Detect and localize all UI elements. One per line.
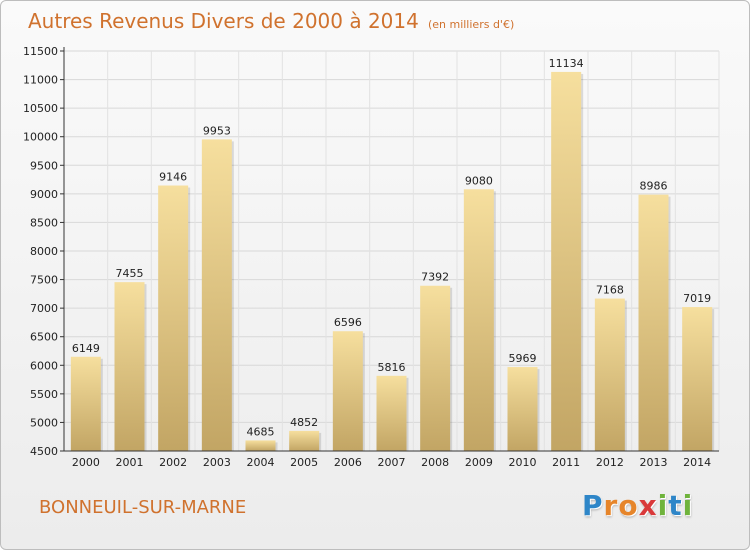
y-tick-label: 10000 <box>23 131 58 144</box>
y-tick-label: 5000 <box>30 416 58 429</box>
bar-2008 <box>420 285 451 451</box>
bar-2009 <box>463 189 494 452</box>
value-label: 9080 <box>465 174 493 187</box>
value-label: 4852 <box>290 416 318 429</box>
y-tick-label: 6000 <box>30 359 58 372</box>
bar-2011 <box>551 71 582 452</box>
bars <box>70 71 715 452</box>
y-tick-label: 11500 <box>23 45 58 58</box>
value-label: 6596 <box>334 316 362 329</box>
x-tick-label: 2006 <box>334 456 362 469</box>
bar-2006 <box>332 331 363 451</box>
x-tick-label: 2001 <box>116 456 144 469</box>
y-tick-label: 9500 <box>30 159 58 172</box>
y-tick-label: 9000 <box>30 188 58 201</box>
bar-2005 <box>289 430 320 451</box>
logo-letter: x <box>638 489 658 522</box>
x-tick-label: 2002 <box>159 456 187 469</box>
bar-2010 <box>507 367 538 451</box>
value-label: 5816 <box>378 361 406 374</box>
x-tick-label: 2003 <box>203 456 231 469</box>
x-tick-label: 2004 <box>247 456 275 469</box>
title-block: Autres Revenus Divers de 2000 à 2014 (en… <box>28 9 514 33</box>
logo-letter: o <box>618 489 639 522</box>
axes <box>60 47 719 452</box>
bar-2014 <box>682 307 713 451</box>
chart-subtitle: (en milliers d'€) <box>427 18 515 31</box>
x-tick-label: 2011 <box>552 456 580 469</box>
x-tick-label: 2013 <box>640 456 668 469</box>
x-tick-label: 2000 <box>72 456 100 469</box>
labels: 4500 5000 5500 6000 6500 7000 7500 8000 8500 9000… <box>23 45 711 469</box>
x-tick-label: 2005 <box>290 456 318 469</box>
bar-2012 <box>594 298 625 451</box>
bar-2002 <box>158 185 189 451</box>
value-label: 7455 <box>116 267 144 280</box>
y-tick-label: 7500 <box>30 274 58 287</box>
bar-2007 <box>376 375 407 451</box>
x-tick-label: 2009 <box>465 456 493 469</box>
chart-title: Autres Revenus Divers de 2000 à 2014 <box>28 9 419 33</box>
value-label: 4685 <box>247 425 275 438</box>
logo-letter: i <box>682 489 694 522</box>
y-tick-label: 6500 <box>30 331 58 344</box>
y-tick-label: 8500 <box>30 216 58 229</box>
y-tick-label: 7000 <box>30 302 58 315</box>
bar-2004 <box>245 440 276 451</box>
logo-letter: t <box>668 489 683 522</box>
value-label: 7019 <box>683 292 711 305</box>
logo-letter: P <box>582 489 604 522</box>
y-tick-label: 5500 <box>30 388 58 401</box>
y-tick-label: 10500 <box>23 102 58 115</box>
logo-letter: r <box>603 489 619 522</box>
value-label: 7168 <box>596 284 624 297</box>
y-tick-label: 4500 <box>30 445 58 458</box>
proxiti-logo: Proxiti <box>582 489 693 522</box>
y-tick-label: 11000 <box>23 74 58 87</box>
x-tick-label: 2014 <box>683 456 711 469</box>
value-label: 5969 <box>509 352 537 365</box>
y-tick-label: 8000 <box>30 245 58 258</box>
bar-2000 <box>70 356 101 451</box>
bar-2001 <box>114 282 145 451</box>
bar-2013 <box>638 194 669 451</box>
value-label: 9953 <box>203 124 231 137</box>
bar-2003 <box>201 139 232 451</box>
commune-name: BONNEUIL-SUR-MARNE <box>39 497 247 518</box>
value-label: 9146 <box>159 171 187 184</box>
x-tick-label: 2007 <box>378 456 406 469</box>
value-label: 6149 <box>72 342 100 355</box>
value-label: 11134 <box>549 57 584 70</box>
x-tick-label: 2010 <box>509 456 537 469</box>
value-label: 8986 <box>640 180 668 193</box>
x-tick-label: 2012 <box>596 456 624 469</box>
x-tick-label: 2008 <box>421 456 449 469</box>
value-label: 7392 <box>421 271 449 284</box>
logo-letter: i <box>657 489 669 522</box>
